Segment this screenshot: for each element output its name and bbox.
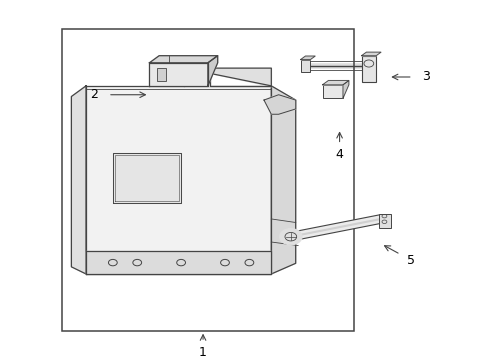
Polygon shape — [149, 56, 217, 63]
Polygon shape — [183, 73, 271, 86]
Polygon shape — [271, 86, 295, 274]
Polygon shape — [342, 81, 348, 98]
Polygon shape — [361, 52, 380, 56]
Text: 5: 5 — [407, 254, 415, 267]
Polygon shape — [113, 153, 181, 203]
Polygon shape — [289, 215, 382, 241]
Bar — [322, 85, 342, 98]
Polygon shape — [322, 81, 348, 85]
Bar — [61, 29, 353, 331]
Text: 1: 1 — [199, 346, 206, 359]
Polygon shape — [207, 56, 217, 86]
Text: 4: 4 — [335, 148, 343, 161]
Circle shape — [279, 229, 302, 245]
Bar — [361, 56, 375, 82]
Polygon shape — [300, 56, 315, 60]
Bar — [300, 60, 310, 72]
Text: 3: 3 — [422, 71, 429, 84]
Polygon shape — [149, 63, 207, 86]
Bar — [378, 213, 390, 228]
Polygon shape — [71, 86, 86, 274]
Text: 2: 2 — [90, 88, 98, 101]
Polygon shape — [86, 86, 271, 274]
Polygon shape — [86, 251, 271, 274]
Polygon shape — [210, 68, 271, 86]
Bar — [157, 68, 166, 81]
Polygon shape — [264, 95, 295, 114]
